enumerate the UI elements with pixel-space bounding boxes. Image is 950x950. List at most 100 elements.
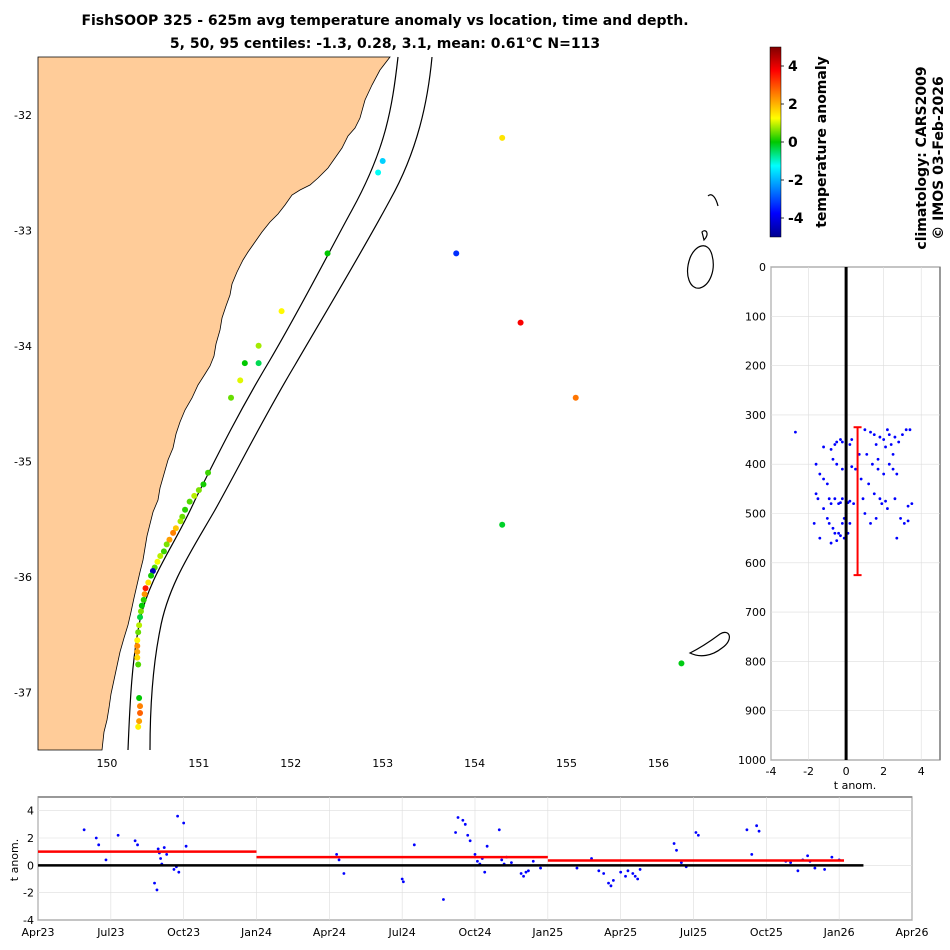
time-series-point [463,822,467,826]
depth-point [859,477,863,481]
depth-point [822,445,825,449]
time-series-point [597,869,601,873]
depth-point [827,497,831,501]
map-point [136,622,143,629]
map-point [200,481,207,488]
time-series-point [789,861,793,864]
time-series-x-tick-label: Jul23 [96,926,124,939]
map-point [135,661,142,668]
time-series-x-tick-label: Jul25 [679,926,707,939]
depth-point [835,539,839,543]
depth-point [874,517,878,520]
depth-point [906,504,910,508]
depth-point [863,428,867,432]
depth-point [829,541,833,545]
depth-point [880,502,884,506]
map-point [141,591,148,598]
colorbar-tick-label: -2 [788,173,804,189]
depth-point [833,497,837,501]
time-series-point [519,872,523,875]
depth-point [893,435,897,439]
map-y-tick-label: -32 [14,109,32,122]
time-series-point [757,829,761,833]
time-series-point [590,857,593,860]
depth-point [822,477,825,481]
time-series-point [806,854,810,858]
map-point [453,250,460,257]
map-point [255,360,262,367]
time-series-point [133,839,137,843]
depth-point [867,482,871,486]
map-point [137,608,144,615]
depth-y-tick-label: 500 [745,508,766,521]
map-point [134,654,141,661]
depth-y-tick-label: 800 [745,655,766,668]
depth-point [863,512,867,515]
depth-y-ticks: 0 100 200 300 400 500 600 700 800 900 1000 [738,261,766,767]
time-series-point [342,872,346,875]
depth-point [833,531,837,535]
copyright-label: © IMOS 03-Feb-2026 [931,76,947,239]
depth-point [904,428,908,432]
map-point [148,572,155,579]
colorbar-tick-label: 0 [788,135,798,151]
map-point [137,614,144,621]
depth-y-tick-label: 200 [745,360,766,373]
time-series-point [624,874,627,878]
depth-point [848,499,852,503]
time-series-x-tick-label: Apr25 [604,926,637,939]
depth-point [874,443,878,446]
map-y-tick-label: -33 [14,224,32,237]
time-series-point [522,874,525,878]
depth-point [887,462,891,466]
map-point [241,360,248,367]
reef-outline-north [707,194,719,207]
map-point [195,487,202,494]
map-point [134,643,141,650]
time-series-point [94,836,98,840]
depth-x-tick-label: 0 [843,765,850,778]
isobath-2000m [149,56,433,751]
map-point [182,506,189,513]
time-series-point [162,846,166,849]
time-series-point [611,878,615,882]
time-series-y-tick-label: 0 [27,859,34,872]
time-series-point [672,842,676,845]
depth-point [831,526,835,530]
time-series-point [619,870,623,874]
lord-howe-island [687,245,714,289]
map-point [134,637,141,644]
depth-point [899,517,902,520]
time-series-point [636,877,640,881]
depth-point [812,521,816,525]
depth-point [876,457,880,461]
map-point [375,169,382,176]
time-series-point [182,821,186,825]
time-series-point [755,824,759,828]
map-points [134,134,685,730]
depth-point [831,457,835,461]
time-series-x-tick-label: Oct24 [458,926,491,939]
depth-point [835,462,839,466]
depth-y-tick-label: 100 [745,310,766,323]
time-series-y-tick-label: 2 [27,832,34,845]
depth-point [872,492,876,496]
depth-point [878,497,882,501]
depth-point [889,443,893,446]
time-series-point [82,828,86,832]
map-point [149,567,156,574]
time-series-point [510,861,513,864]
depth-point [840,497,844,501]
time-series-point [153,881,156,885]
time-series-y-tick-label: 4 [27,805,34,818]
map-point [499,134,506,141]
time-series-point [638,868,642,871]
time-series-point [401,880,405,884]
map-point [137,710,144,717]
depth-point [906,519,910,523]
time-series-point [483,870,487,874]
time-series-point [172,868,176,871]
time-series-y-label: t anom. [8,839,21,881]
time-series-point [607,881,610,885]
